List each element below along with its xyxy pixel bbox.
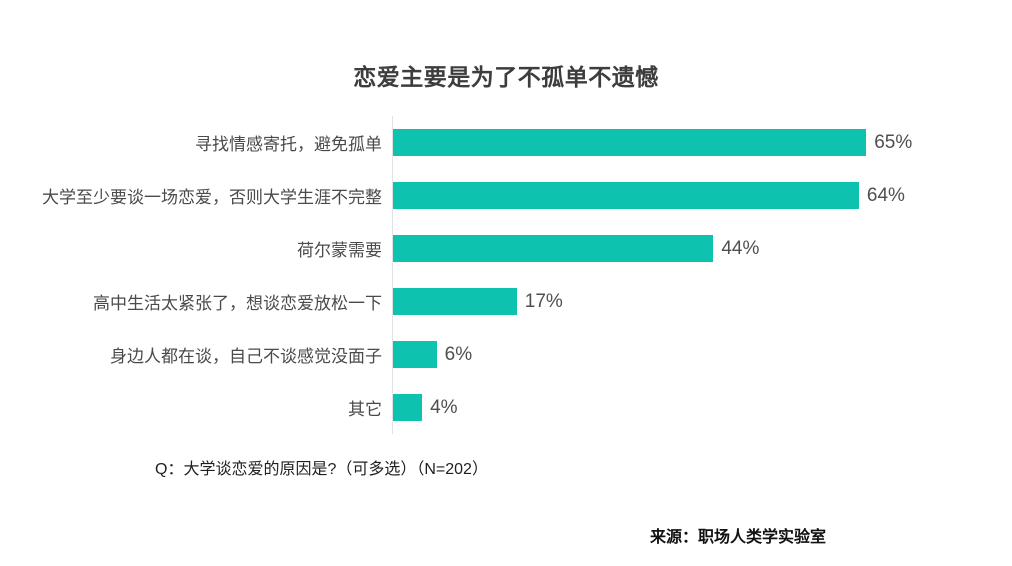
bar-row: 大学至少要谈一场恋爱，否则大学生涯不完整 64%: [0, 169, 1012, 222]
value-label: 4%: [430, 396, 458, 418]
category-label: 大学至少要谈一场恋爱，否则大学生涯不完整: [42, 188, 382, 207]
category-label: 寻找情感寄托，避免孤单: [195, 135, 382, 154]
bar-row: 身边人都在谈，自己不谈感觉没面子 6%: [0, 328, 1012, 381]
bar: [393, 288, 517, 315]
bar: [393, 394, 423, 421]
category-label: 身边人都在谈，自己不谈感觉没面子: [110, 347, 382, 366]
category-label: 荷尔蒙需要: [297, 241, 382, 260]
source-credit: 来源：职场人类学实验室: [650, 529, 827, 546]
bar-row: 高中生活太紧张了，想谈恋爱放松一下 17%: [0, 275, 1012, 328]
question-footnote: Q：大学谈恋爱的原因是?（可多选）（N=202）: [155, 461, 488, 478]
bar-row: 荷尔蒙需要 44%: [0, 222, 1012, 275]
bar-track: 17%: [392, 275, 1012, 328]
category-label: 高中生活太紧张了，想谈恋爱放松一下: [93, 294, 382, 313]
bar-track: 65%: [392, 116, 1012, 169]
chart-title: 恋爱主要是为了不孤单不遗憾: [353, 64, 659, 90]
value-label: 44%: [721, 237, 760, 259]
category-label: 其它: [348, 400, 382, 419]
bar-row: 寻找情感寄托，避免孤单 65%: [0, 116, 1012, 169]
bar-row: 其它 4%: [0, 381, 1012, 434]
value-label: 6%: [444, 343, 473, 365]
bar-track: 64%: [392, 169, 1012, 222]
bar-chart: 寻找情感寄托，避免孤单 65% 大学至少要谈一场恋爱，否则大学生涯不完整 64% 荷尔蒙…: [0, 116, 1012, 434]
bar-track: 6%: [392, 328, 1012, 381]
bar-track: 44%: [392, 222, 1012, 275]
bar-track: 4%: [392, 381, 1012, 434]
bar: [393, 341, 437, 368]
bar: [393, 129, 867, 156]
value-label: 65%: [874, 131, 913, 153]
bar: [393, 235, 714, 262]
value-label: 17%: [524, 290, 563, 312]
value-label: 64%: [866, 184, 905, 206]
bar: [393, 182, 859, 209]
